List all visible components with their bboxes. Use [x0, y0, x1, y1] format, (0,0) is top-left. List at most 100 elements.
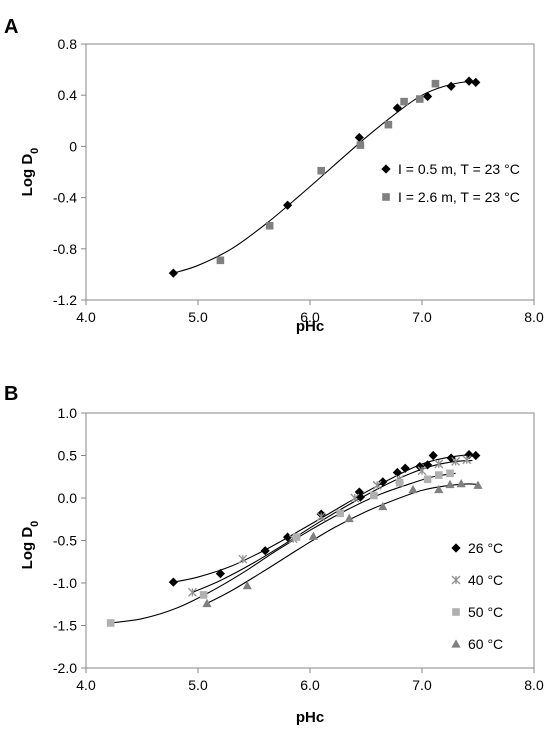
panel-b-series-1-point [283, 532, 293, 542]
panel-a-label: A [4, 16, 18, 38]
panel-b-series-3-point [370, 491, 378, 500]
panel-b-series-2-point [316, 512, 326, 522]
panel-b: B 4.0 5.0 6.0 7.0 8.0 1.0 0.5 0.0 -0.5 -1.0 -1.5 -2… [4, 383, 544, 726]
panel-b-y-axis-title-main: Log D [19, 527, 36, 570]
panel-b-series-4-point [344, 513, 354, 523]
panel-a-y-axis-title-subscript: 0 [29, 148, 41, 154]
panel-a-series-1-point [446, 81, 456, 91]
panel-a-legend-label-1: I = 0.5 m, T = 23 °C [398, 161, 520, 177]
panel-a-series-2-point [265, 221, 274, 230]
panel-a-series-2-point [384, 120, 393, 129]
panel-a-y-tick-label: 0.4 [58, 87, 78, 103]
panel-b-series-4-point [456, 478, 466, 488]
panel-b-series-3-point [292, 533, 301, 541]
panel-b-x-tick-label: 8.0 [524, 677, 544, 693]
panel-a-series-1-point [423, 91, 433, 102]
panel-a-y-axis-title: Log D0 [19, 148, 41, 197]
panel-a-legend-label-2: I = 2.6 m, T = 23 °C [398, 189, 520, 205]
panel-b-series-1-point [428, 450, 438, 461]
panel-a-legend: I = 0.5 m, T = 23 °C I = 2.6 m, T = 23 °C [381, 161, 520, 205]
panel-a-y-tick-label: 0.8 [58, 36, 78, 52]
panel-b-series-2-point [187, 587, 197, 597]
panel-a-series-1-point [471, 77, 481, 87]
panel-b-series-1-point [168, 577, 178, 587]
panel-b-y-tick-label: -0.5 [53, 533, 77, 549]
panel-b-y-tick-label: -2.0 [53, 660, 77, 676]
panel-b-y-tick-label: 0.0 [58, 490, 78, 506]
panel-b-x-tick-label: 6.0 [300, 677, 320, 693]
panel-a-series-2-point [400, 97, 408, 106]
panel-a-y-tick-label: -0.8 [53, 241, 77, 257]
panel-b-x-tick-label: 4.0 [76, 677, 96, 693]
panel-a-series-1-point [392, 103, 402, 113]
panel-b-series-1-point [464, 450, 474, 460]
panel-b-series-4-point [473, 480, 483, 489]
panel-b-series-2-point [462, 455, 472, 465]
panel-a-x-tick-label: 8.0 [524, 309, 544, 325]
panel-b-series-2-point [417, 466, 427, 476]
panel-b-y-tick-label: -1.0 [53, 575, 77, 591]
panel-b-legend: 26 °C 40 °C 50 °C 60 °C [451, 540, 503, 652]
panel-b-legend-label-1: 26 °C [468, 540, 503, 556]
panel-b-series-1-point [471, 450, 481, 461]
panel-b-plot-area [85, 412, 535, 669]
panel-b-label: B [4, 383, 18, 405]
panel-b-x-axis-title: pHc [296, 709, 324, 726]
panel-b-series-4-point [408, 484, 418, 494]
panel-b-series-4-point [202, 598, 212, 608]
panel-b-series-1-point [260, 546, 270, 556]
panel-b-series-3-point [423, 475, 432, 484]
panel-b-tick-labels: 4.0 5.0 6.0 7.0 8.0 1.0 0.5 0.0 -0.5 -1.0 -1.5 -2.0 [53, 405, 544, 693]
panel-a-y-tick-label: -1.2 [53, 292, 77, 308]
panel-b-legend-label-4: 60 °C [468, 636, 503, 652]
panel-a-data-points [168, 76, 481, 278]
panel-b-series-4-point [308, 531, 318, 540]
panel-a-legend-marker-1 [381, 164, 391, 174]
panel-b-y-tick-label: 1.0 [58, 405, 78, 421]
panel-b-y-axis-title: Log D0 [19, 521, 41, 570]
panel-b-series-1-point [423, 460, 433, 470]
panel-a-tick-labels: 4.0 5.0 6.0 7.0 8.0 0.8 0.4 0 -0.4 -0.8 -1.2 [53, 36, 544, 325]
panel-a-y-axis-title-main: Log D [19, 154, 36, 197]
panel-a-series-2-point [356, 141, 365, 149]
panel-b-series-2-point [350, 493, 360, 503]
panel-b-series-4-point [378, 501, 388, 511]
panel-a-x-tick-label: 6.0 [300, 309, 320, 325]
panel-b-series-4-point [242, 580, 252, 590]
panel-a-fit-curve-1 [173, 81, 479, 274]
panel-b-series-1-point [446, 453, 456, 463]
panel-a-fit-curve [173, 81, 479, 274]
panel-a: A 4.0 5.0 6.0 7.0 8.0 0.8 0.4 0 -0.4 -0.8 -1.2 pHc… [4, 16, 544, 335]
panel-a-y-tick-label: -0.4 [53, 190, 77, 206]
panel-a-x-tick-label: 5.0 [188, 309, 208, 325]
panel-b-legend-marker-2 [451, 575, 461, 585]
panel-b-series-2-point [238, 554, 248, 564]
panel-b-series-3-point [395, 478, 404, 487]
panel-b-series-3-point [435, 471, 443, 479]
panel-a-series-1-point [464, 76, 474, 86]
panel-b-series-3-point [199, 591, 208, 599]
panel-b-series-4-point [434, 484, 444, 494]
panel-b-data-points [106, 450, 483, 627]
panel-b-series-2-point [372, 480, 382, 490]
panel-b-series-4-point [445, 479, 455, 489]
panel-b-series-1-point [354, 487, 364, 497]
panel-b-fit-curve-3 [110, 472, 456, 624]
panel-b-series-3-point [446, 469, 454, 478]
panel-b-fit-curve-1 [173, 454, 479, 583]
panel-a-x-tick-label: 4.0 [76, 309, 96, 325]
panel-a-legend-marker-2 [382, 193, 390, 201]
panel-b-y-axis-title-subscript: 0 [29, 521, 41, 527]
panel-b-x-tick-label: 5.0 [188, 677, 208, 693]
panel-b-y-tick-label: 0.5 [58, 448, 78, 464]
panel-a-series-1-point [283, 200, 293, 210]
panel-b-legend-marker-4 [451, 639, 461, 648]
panel-b-y-tick-label: -1.5 [53, 618, 77, 634]
panel-a-x-axis-title: pHc [296, 318, 324, 335]
panel-a-x-tick-label: 7.0 [412, 309, 432, 325]
panel-b-series-1-point [400, 463, 410, 473]
panel-b-series-2-point [434, 459, 444, 469]
panel-b-series-2-point [451, 456, 461, 466]
panel-b-series-1-point [415, 461, 425, 472]
